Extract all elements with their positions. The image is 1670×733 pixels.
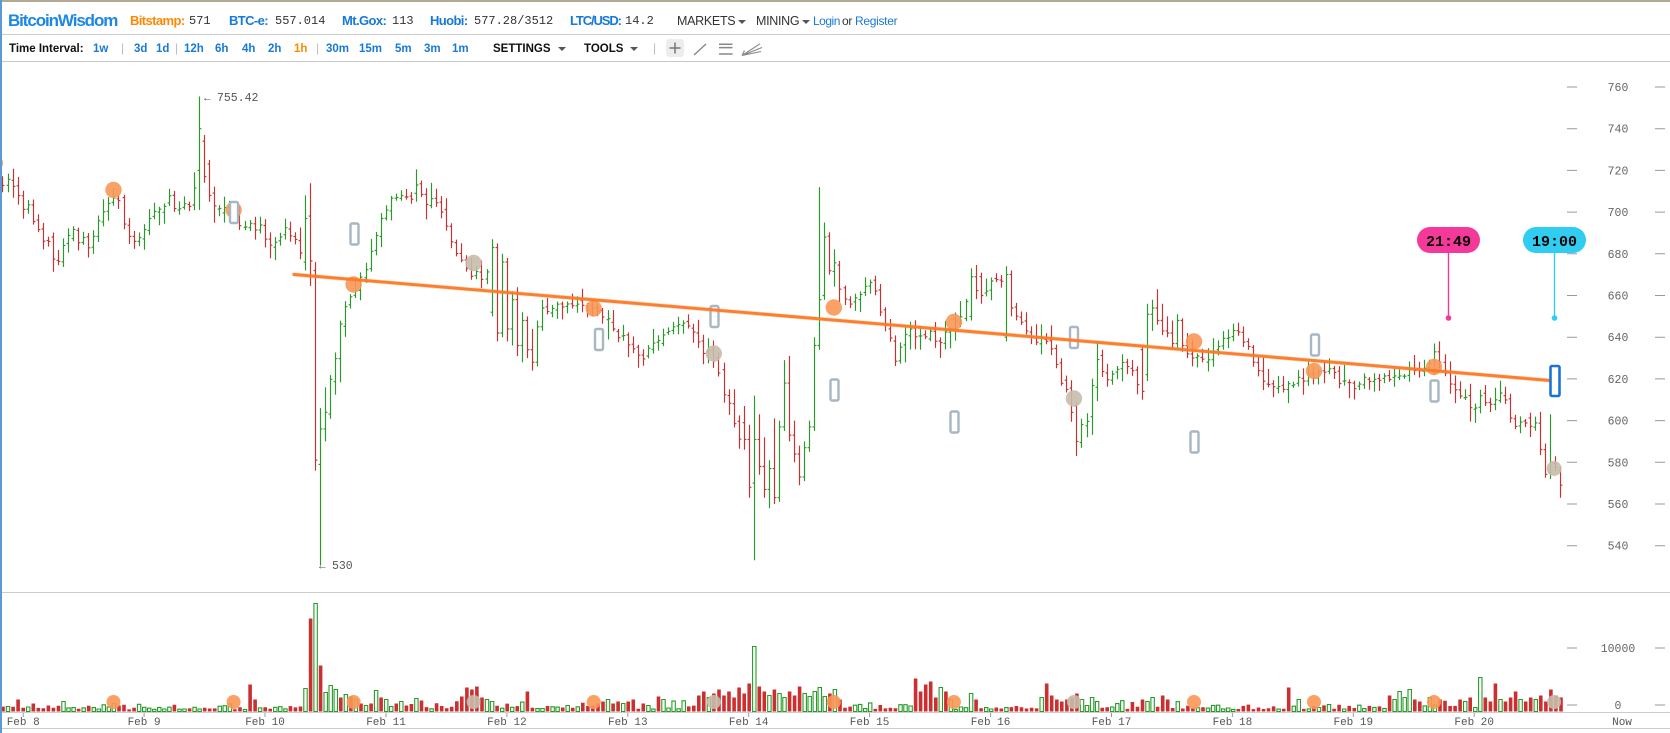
svg-text:Now: Now	[1612, 717, 1632, 729]
svg-text:Feb 14: Feb 14	[729, 717, 769, 729]
svg-text:19:00: 19:00	[1532, 234, 1577, 251]
svg-text:620: 620	[1608, 374, 1629, 387]
svg-text:540: 540	[1608, 541, 1629, 554]
svg-text:←: ←	[319, 561, 326, 573]
svg-text:0: 0	[1615, 700, 1622, 713]
svg-text:755.42: 755.42	[217, 92, 259, 105]
svg-text:640: 640	[1608, 332, 1629, 345]
svg-text:700: 700	[1608, 207, 1629, 220]
svg-text:660: 660	[1608, 291, 1629, 304]
svg-text:Feb 16: Feb 16	[971, 717, 1011, 729]
svg-text:560: 560	[1608, 499, 1629, 512]
svg-text:Feb 8: Feb 8	[7, 717, 40, 729]
svg-text:Feb 20: Feb 20	[1454, 717, 1494, 729]
svg-text:760: 760	[1608, 82, 1629, 95]
svg-text:Feb 11: Feb 11	[366, 717, 406, 729]
svg-text:Feb 15: Feb 15	[850, 717, 890, 729]
svg-text:600: 600	[1608, 416, 1629, 429]
svg-text:Feb 18: Feb 18	[1213, 717, 1253, 729]
svg-text:10000: 10000	[1601, 643, 1636, 656]
svg-text:←: ←	[204, 93, 211, 105]
svg-text:530: 530	[332, 560, 353, 573]
svg-text:Feb 12: Feb 12	[487, 717, 527, 729]
svg-text:21:49: 21:49	[1426, 234, 1471, 251]
svg-text:Feb 19: Feb 19	[1333, 717, 1373, 729]
svg-text:Feb 17: Feb 17	[1092, 717, 1132, 729]
svg-text:Feb 10: Feb 10	[245, 717, 285, 729]
svg-text:740: 740	[1608, 124, 1629, 137]
svg-text:580: 580	[1608, 457, 1629, 470]
svg-text:680: 680	[1608, 249, 1629, 262]
svg-text:720: 720	[1608, 165, 1629, 178]
svg-text:Feb 13: Feb 13	[608, 717, 648, 729]
svg-text:Feb 9: Feb 9	[128, 717, 161, 729]
